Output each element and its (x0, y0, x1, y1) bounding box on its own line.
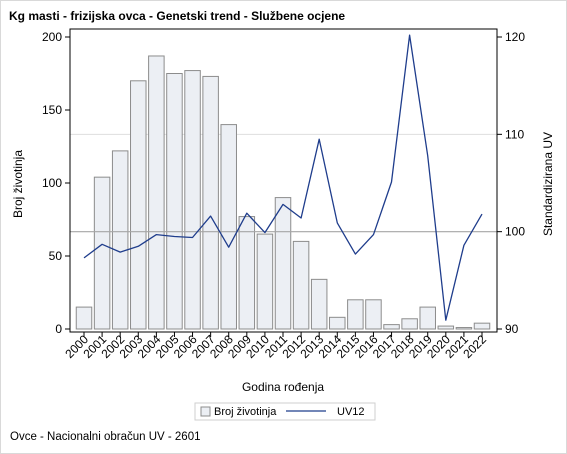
y2-tick-label-120: 120 (505, 30, 525, 44)
bar-2020 (437, 325, 455, 330)
y2-tick-label-110: 110 (505, 127, 524, 141)
y2-tick-label-90: 90 (505, 322, 519, 336)
y-tick-label-50: 50 (49, 249, 63, 263)
bar-2019 (419, 306, 436, 330)
bar-2018 (401, 318, 418, 330)
y-tick-label-150: 150 (42, 103, 62, 117)
chart-title: Kg masti - frizijska ovca - Genetski tre… (9, 9, 346, 23)
y-tick-label-100: 100 (42, 176, 62, 190)
bar-2012 (292, 240, 310, 330)
uv12-line (83, 34, 483, 321)
bar-2003 (130, 80, 147, 330)
bar-2004 (148, 55, 165, 330)
y-tick-label-0: 0 (55, 322, 62, 336)
bar-2014 (329, 316, 346, 330)
bar-2021 (455, 327, 473, 330)
legend-bar-label: Broj životinja (214, 406, 277, 418)
y2-tick-label-100: 100 (505, 225, 525, 239)
bar-2013 (310, 278, 328, 330)
legend: Broj životinja UV12 (194, 402, 376, 421)
bar-2002 (111, 150, 129, 330)
bar-2015 (347, 299, 364, 330)
bar-2007 (202, 75, 219, 330)
bar-2008 (220, 124, 237, 330)
bar-2006 (184, 70, 201, 330)
y2-axis-label: Standardizirana UV (541, 132, 555, 236)
bar-2017 (383, 324, 400, 330)
bar-2009 (238, 216, 256, 330)
bar-2022 (473, 322, 491, 330)
bar-2000 (75, 306, 93, 330)
y-tick-label-200: 200 (42, 30, 62, 44)
x-axis-label: Godina rođenja (242, 380, 324, 394)
bar-2016 (365, 299, 382, 330)
bar-2011 (274, 197, 292, 330)
legend-bar-swatch (200, 406, 211, 417)
legend-line-label: UV12 (337, 406, 365, 418)
bar-2005 (166, 73, 183, 330)
footnote: Ovce - Nacionalni obračun UV - 2601 (10, 431, 201, 443)
bar-2010 (256, 233, 274, 330)
y-axis-label: Broj životinja (11, 150, 25, 218)
bar-2001 (93, 176, 111, 330)
